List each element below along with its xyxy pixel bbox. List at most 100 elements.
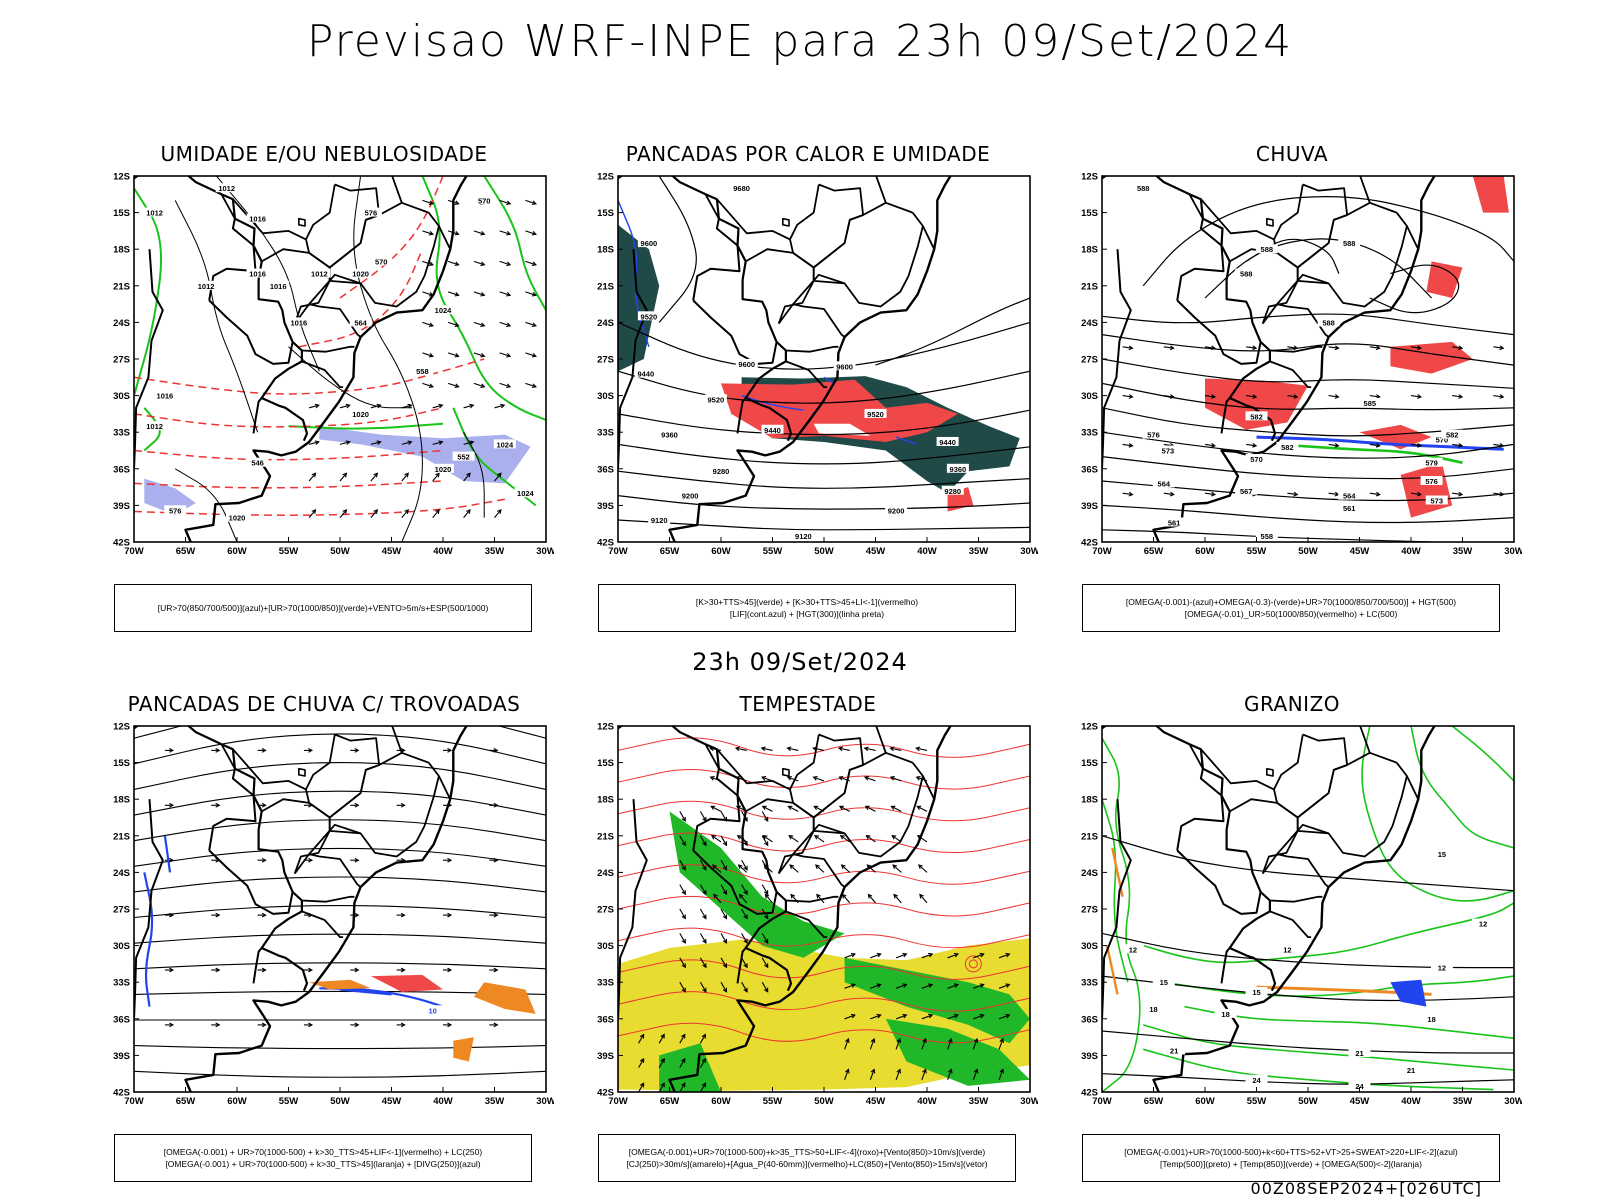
wind-vector-head	[1128, 442, 1134, 448]
land-outlines	[134, 176, 468, 542]
contour-label-bg	[411, 366, 434, 376]
contour-label-bg	[704, 394, 727, 404]
contour-label: 15	[1160, 978, 1168, 987]
streamline-arrow	[1328, 443, 1339, 447]
wind-vector	[840, 835, 851, 843]
wind-vector-head	[345, 440, 351, 445]
contour-label: 18	[1221, 1010, 1229, 1019]
lat-tick-label: 33S	[1081, 978, 1098, 989]
wind-vector-head	[531, 322, 538, 328]
lat-tick-label: 21S	[1081, 281, 1098, 292]
wind-vector-head	[311, 509, 317, 515]
state-border	[1269, 910, 1312, 938]
state-border	[716, 748, 791, 791]
lon-tick-label: 30W	[1504, 546, 1522, 557]
lat-tick-label: 39S	[1081, 501, 1098, 512]
state-border	[875, 176, 887, 204]
contour-label-bg	[1214, 1008, 1237, 1018]
wind-vector-head	[919, 893, 924, 899]
contour-label-bg	[1132, 183, 1155, 193]
contour-label: 561	[1343, 504, 1356, 513]
wind-vector-head	[876, 983, 882, 988]
andes-border	[618, 799, 648, 1019]
wind-vector	[865, 805, 876, 812]
wind-vector-head	[1128, 394, 1134, 399]
lake	[782, 767, 790, 777]
contour-label: 1012	[311, 270, 328, 279]
contour-label: 588	[1261, 245, 1274, 254]
wind-vector-head	[342, 472, 348, 478]
contour-label: 1012	[198, 282, 215, 291]
contour-label-bg	[1358, 397, 1381, 407]
wind-vector	[401, 404, 412, 409]
lon-tick-label: 70W	[608, 1096, 628, 1107]
lon-tick-label: 30W	[536, 546, 554, 557]
contour-label: 1016	[157, 392, 174, 401]
legend-box: [K>30+TTS>45](verde) + [K>30+TTS>45+LI<-…	[598, 584, 1016, 632]
contour-label-bg	[1255, 530, 1278, 540]
wind-vector-head	[762, 835, 768, 840]
wind-vector	[844, 984, 856, 989]
contour-label-bg	[349, 317, 372, 327]
wind-vector-head	[493, 912, 499, 918]
lon-tick-label: 65W	[660, 1096, 680, 1107]
wind-vector-head	[447, 857, 453, 863]
contour-label-bg	[1156, 445, 1179, 455]
wind-vector-head	[743, 914, 748, 920]
wind-vector-head	[400, 967, 406, 973]
contour-label-bg	[1142, 429, 1165, 439]
lif-blue-contour	[741, 394, 804, 411]
legend-line: [OMEGA(-0.001)+UR>70(1000-500)+k<60+TTS>…	[1124, 1147, 1458, 1157]
wind-vector	[463, 404, 474, 409]
state-border	[301, 345, 355, 353]
wind-vector-head	[531, 261, 538, 267]
wind-vector-head	[500, 403, 506, 409]
state-border	[427, 762, 452, 800]
wind-vector-head	[1417, 491, 1423, 497]
wind-vector-head	[354, 748, 360, 753]
wind-vector-head	[1458, 394, 1464, 399]
lat-tick-label: 24S	[1081, 318, 1098, 329]
wind-vector	[422, 291, 434, 296]
red-fill-area	[1359, 424, 1432, 450]
contour-label-bg	[792, 530, 815, 540]
legend-line: [OMEGA(-0.001)-(azul)+OMEGA(-0.3)-(verde…	[1125, 597, 1457, 607]
streamline-red	[618, 991, 1030, 1012]
streamline-arrow	[1328, 395, 1339, 398]
contour-label: 9680	[733, 184, 750, 193]
lon-tick-label: 40W	[433, 1096, 453, 1107]
contour-label-bg	[634, 368, 657, 378]
lat-tick-label: 39S	[597, 501, 614, 512]
state-border	[716, 198, 791, 241]
wind-vector-head	[1417, 394, 1423, 399]
isobar	[353, 176, 423, 542]
wind-vector-head	[838, 776, 844, 781]
streamline-arrow	[1452, 395, 1463, 398]
streamline	[134, 933, 546, 944]
streamline-arrow	[1246, 443, 1257, 447]
contour-label-bg	[493, 439, 516, 449]
wind-vector-head	[915, 746, 921, 752]
wind-vector-head	[979, 983, 985, 988]
wind-vector-head	[493, 967, 499, 973]
wind-vector	[870, 1014, 881, 1020]
hgt300-contour	[618, 409, 1030, 436]
wind-vector-head	[736, 835, 742, 840]
wind-vector	[432, 509, 440, 518]
state-border	[1229, 798, 1278, 813]
contour-label-bg	[349, 408, 372, 418]
wind-vector	[432, 472, 440, 482]
contour-label-bg	[164, 505, 187, 515]
wind-vector	[998, 1069, 1004, 1080]
lat-tick-label: 27S	[1081, 355, 1098, 366]
wind-vector	[844, 1038, 849, 1050]
wind-vector	[761, 835, 769, 846]
lat-tick-label: 36S	[1081, 1014, 1098, 1025]
contour-label: 24	[1252, 1076, 1261, 1085]
wind-vector-head	[496, 509, 502, 515]
wind-vector-head	[917, 864, 923, 869]
wind-vector-head	[876, 1013, 882, 1019]
lat-tick-label: 18S	[597, 245, 614, 256]
brazil-border	[134, 726, 309, 992]
